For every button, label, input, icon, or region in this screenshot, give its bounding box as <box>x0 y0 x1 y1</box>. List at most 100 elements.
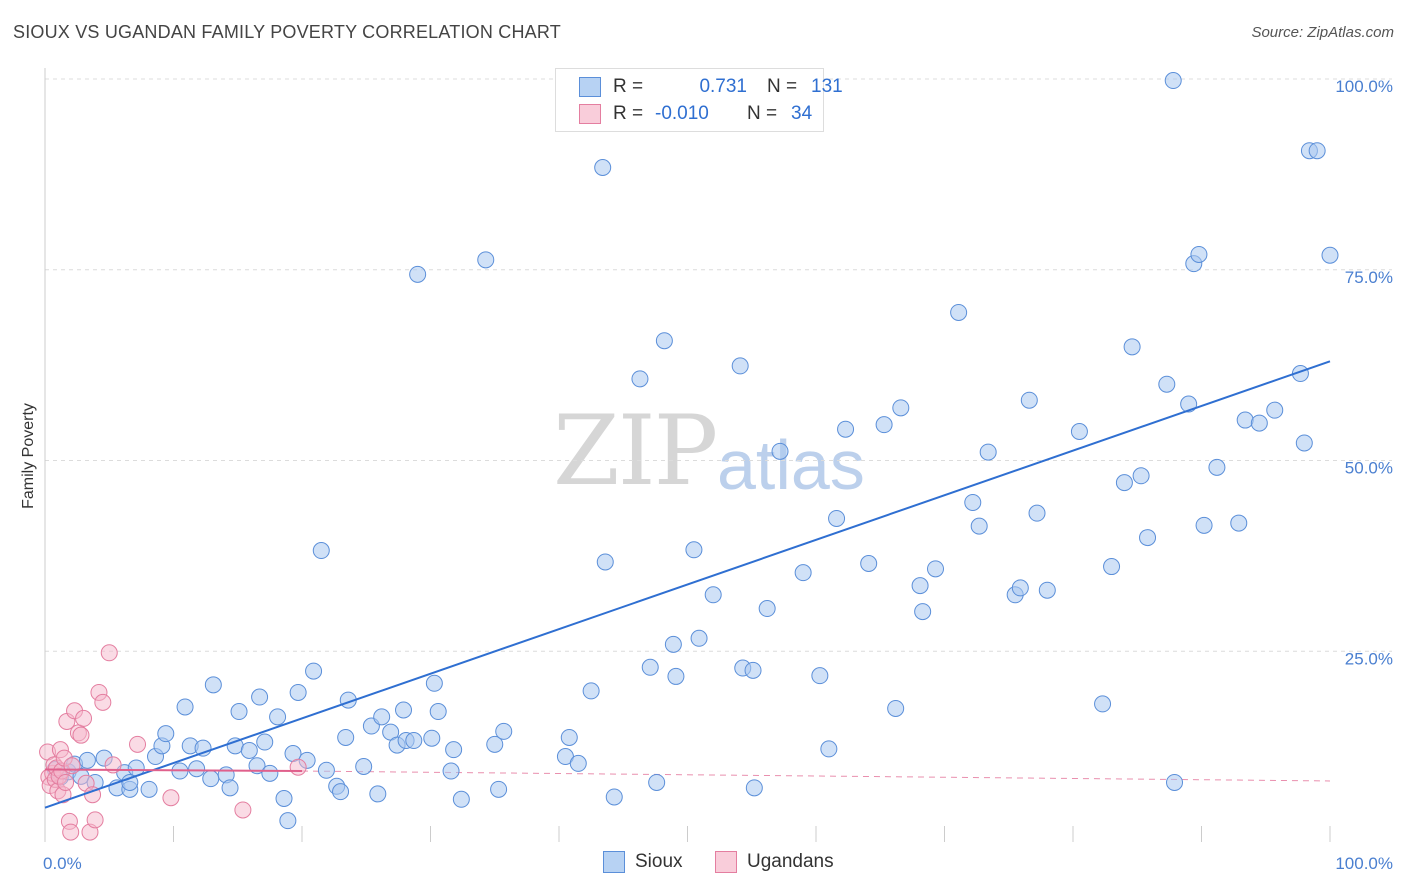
sioux-point <box>771 442 789 460</box>
sioux-point <box>731 357 749 375</box>
sioux-point <box>655 332 673 350</box>
sioux-point <box>911 577 929 595</box>
sioux-point <box>704 586 722 604</box>
sioux-point <box>1295 434 1313 452</box>
sioux-point <box>860 555 878 573</box>
sioux-point <box>305 662 323 680</box>
sioux-point <box>1132 467 1150 485</box>
r-value: -0.010 <box>655 103 709 124</box>
sioux-point <box>78 751 96 769</box>
sioux-point <box>1195 516 1213 534</box>
legend-sioux: Sioux <box>603 851 683 873</box>
ugandans-legend-swatch <box>715 851 737 873</box>
sioux-point <box>240 741 258 759</box>
sioux-point <box>176 698 194 716</box>
sioux-point <box>820 740 838 758</box>
sioux-point <box>373 708 391 726</box>
sioux-point <box>1236 411 1254 429</box>
legend-row-ugandans: R = -0.010 N = 34 <box>556 101 812 127</box>
sioux-point <box>667 667 685 685</box>
ugandans-trend-line <box>44 768 303 773</box>
sioux-point <box>631 370 649 388</box>
ugandans-point <box>72 726 90 744</box>
sioux-point <box>429 703 447 721</box>
ugandans-point <box>57 773 75 791</box>
n-label: N = <box>747 103 778 124</box>
sioux-point <box>423 729 441 747</box>
sioux-point <box>1070 423 1088 441</box>
sioux-point <box>289 683 307 701</box>
sioux-point <box>355 757 373 775</box>
sioux-point <box>188 760 206 778</box>
watermark-atlas: atlas <box>717 426 865 504</box>
sioux-point <box>648 773 666 791</box>
ugandans-point <box>75 709 93 727</box>
sioux-point <box>970 517 988 535</box>
sioux-point <box>914 603 932 621</box>
r-value: 0.731 <box>699 76 747 97</box>
axis-labels: 25.0% 50.0% 75.0% 100.0% 0.0% 100.0% Family Po… <box>20 77 1393 873</box>
sioux-point <box>1190 245 1208 263</box>
sioux-point <box>251 688 269 706</box>
sioux-point <box>395 701 413 719</box>
x-tick-label-min: 0.0% <box>43 854 82 873</box>
sioux-point <box>490 780 508 798</box>
sioux-point <box>758 600 776 618</box>
sioux-point <box>582 682 600 700</box>
sioux-point <box>1020 391 1038 409</box>
ugandans-point <box>289 758 307 776</box>
y-tick-label: 100.0% <box>1335 77 1393 96</box>
sioux-point <box>1308 142 1326 160</box>
sioux-point <box>1321 246 1339 264</box>
sioux-point <box>1208 458 1226 476</box>
sioux-point <box>204 676 222 694</box>
y-tick-label: 25.0% <box>1345 649 1393 668</box>
chart-title: SIOUX VS UGANDAN FAMILY POVERTY CORRELAT… <box>13 22 561 42</box>
sioux-point <box>261 764 279 782</box>
sioux-point <box>1158 375 1176 393</box>
ugandans-point <box>63 757 81 775</box>
ugandans-point <box>234 801 252 819</box>
sioux-point <box>337 728 355 746</box>
sioux-point <box>1038 581 1056 599</box>
sioux-legend-label: Sioux <box>635 851 683 872</box>
sioux-point <box>256 733 274 751</box>
watermark-zip: ZIP <box>553 395 718 507</box>
ugandans-point <box>100 644 118 662</box>
sioux-point <box>927 560 945 578</box>
sioux-point <box>887 699 905 717</box>
sioux-point <box>594 159 612 177</box>
sioux-point <box>248 757 266 775</box>
sioux-legend-swatch <box>603 851 625 873</box>
sioux-point <box>690 629 708 647</box>
sioux-trend-line <box>44 360 1331 809</box>
legend-row-sioux: R = 0.731 N = 131 <box>556 74 843 100</box>
sioux-point <box>1139 529 1157 547</box>
sioux-point <box>275 790 293 808</box>
sioux-point <box>1266 401 1284 419</box>
sioux-point <box>1250 414 1268 432</box>
sioux-point <box>279 812 297 830</box>
n-value: 34 <box>791 103 813 124</box>
sioux-point <box>744 661 762 679</box>
sioux-point <box>157 725 175 743</box>
sioux-point <box>495 722 513 740</box>
sioux-point <box>892 399 910 417</box>
sioux-point <box>875 416 893 434</box>
ugandans-swatch <box>579 104 601 124</box>
sioux-point <box>794 564 812 582</box>
sioux-point <box>202 770 220 788</box>
sioux-point <box>560 728 578 746</box>
sioux-point <box>837 420 855 438</box>
y-axis-title: Family Poverty <box>20 403 37 509</box>
sioux-point <box>1164 72 1182 90</box>
sioux-point <box>369 785 387 803</box>
sioux-point <box>269 708 287 726</box>
sioux-point <box>664 635 682 653</box>
sioux-point <box>442 762 460 780</box>
x-tick-label-max: 100.0% <box>1335 854 1393 873</box>
sioux-point <box>445 741 463 759</box>
sioux-point <box>1166 773 1184 791</box>
sioux-point <box>745 779 763 797</box>
